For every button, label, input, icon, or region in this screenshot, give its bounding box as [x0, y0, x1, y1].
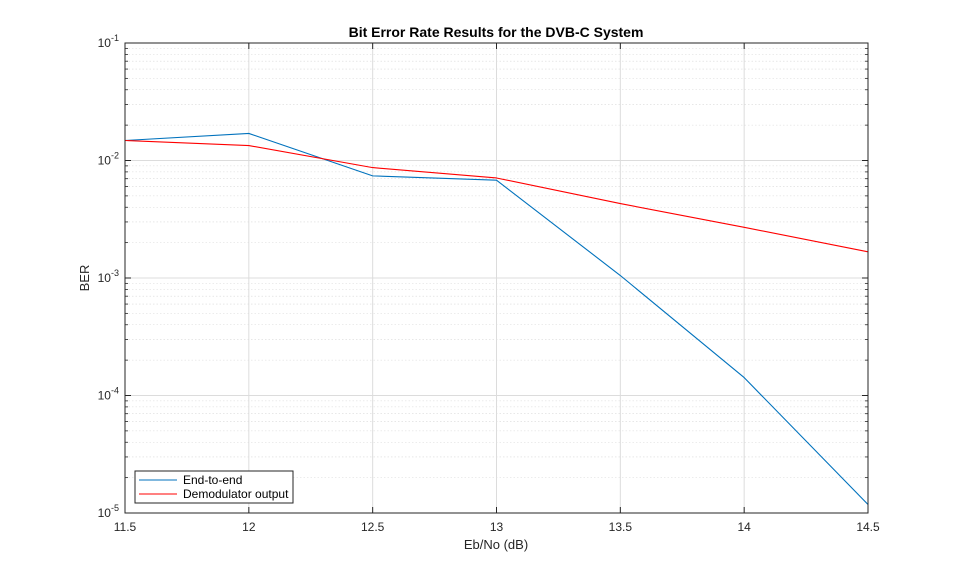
legend-box [134, 470, 294, 504]
y-tick-label: 10-5 [98, 503, 119, 520]
x-tick-label: 12.5 [361, 520, 385, 534]
x-tick-label: 14 [737, 520, 751, 534]
x-tick-label: 12 [242, 520, 256, 534]
y-tick-label: 10-1 [98, 33, 119, 50]
legend-label-demodulator-output: Demodulator output [183, 487, 289, 501]
y-tick-label: 10-2 [98, 151, 119, 168]
series-line-end-to-end [124, 132, 869, 505]
x-tick-label: 13 [490, 520, 504, 534]
series-line-demodulator-output [124, 139, 869, 253]
tick-marks [124, 42, 869, 514]
x-tick-label: 14.5 [856, 520, 880, 534]
y-axis-label: BER [77, 265, 92, 292]
legend-label-end-to-end: End-to-end [183, 473, 242, 487]
x-tick-label: 13.5 [609, 520, 633, 534]
y-tick-label: 10-4 [98, 386, 119, 403]
x-axis-label: Eb/No (dB) [464, 537, 528, 552]
major-grid [125, 43, 868, 513]
legend: End-to-end Demodulator output [134, 470, 294, 504]
x-tick-label: 11.5 [114, 520, 137, 534]
y-tick-labels: 10-5 10-4 10-3 10-2 10-1 [98, 33, 119, 520]
x-tick-labels: 11.5 12 12.5 13 13.5 14 14.5 [114, 520, 880, 534]
series-layer [124, 132, 869, 505]
y-tick-label: 10-3 [98, 268, 119, 285]
chart-title: Bit Error Rate Results for the DVB-C Sys… [349, 24, 644, 40]
